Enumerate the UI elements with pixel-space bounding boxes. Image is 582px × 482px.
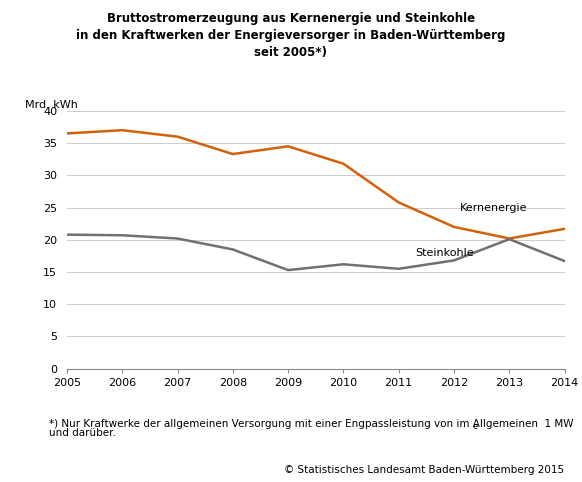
Text: und darüber.: und darüber. [49,428,116,438]
Text: *) Nur Kraftwerke der allgemeinen Versorgung mit einer Engpassleistung von im Al: *) Nur Kraftwerke der allgemeinen Versor… [49,418,574,428]
Text: Bruttostromerzeugung aus Kernenergie und Steinkohle
in den Kraftwerken der Energ: Bruttostromerzeugung aus Kernenergie und… [76,12,506,59]
Text: © Statistisches Landesamt Baden-Württemberg 2015: © Statistisches Landesamt Baden-Württemb… [285,465,565,475]
Text: Steinkohle: Steinkohle [415,248,474,258]
Text: Mrd. kWh: Mrd. kWh [24,100,77,109]
Text: e: e [472,422,477,431]
Text: Kernenergie: Kernenergie [459,203,527,213]
